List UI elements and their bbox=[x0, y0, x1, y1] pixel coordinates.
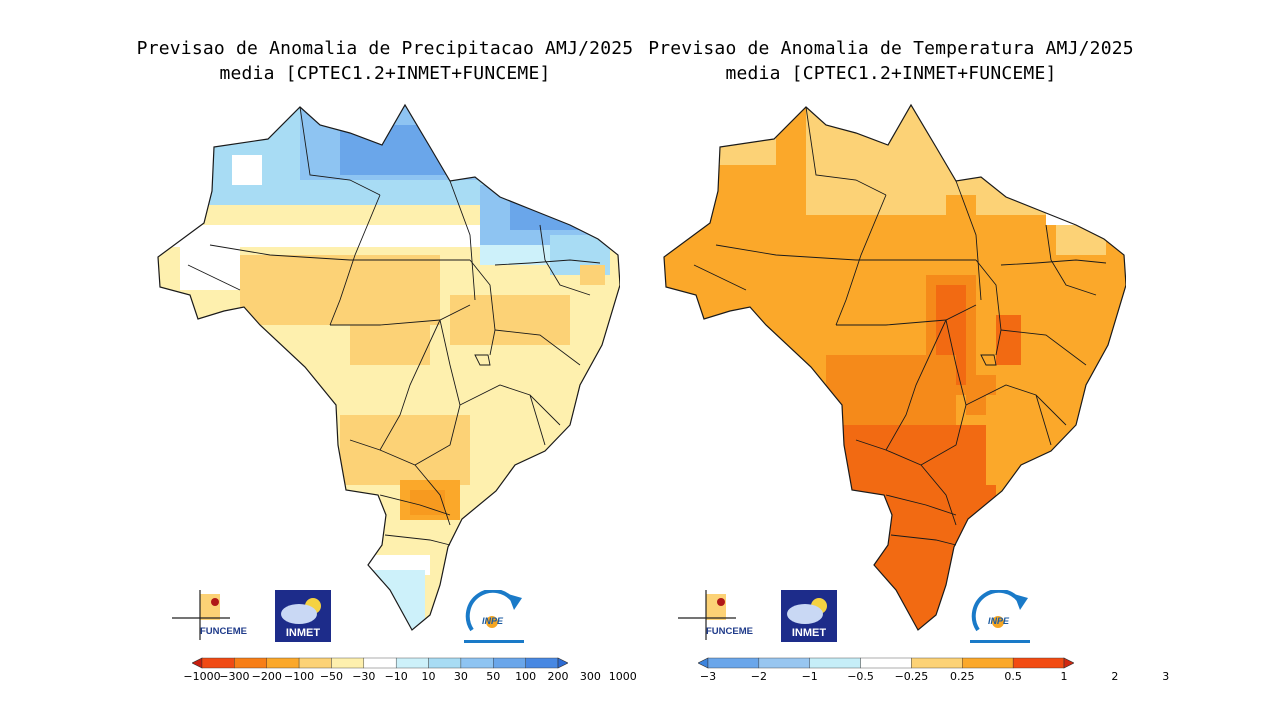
precipitation-colorbar-segment bbox=[331, 657, 365, 669]
southeast-orange bbox=[986, 395, 1086, 485]
temperature-title-line2: media [CPTEC1.2+INMET+FUNCEME] bbox=[725, 63, 1057, 84]
precipitation-legend: −1000 −300 −200 −100 −50 −30 −10 10 30 50 100 200 30… bbox=[183, 656, 637, 696]
inpe-logo-text: INPE bbox=[482, 616, 504, 626]
funceme-logo-text: FUNCEME bbox=[706, 626, 753, 637]
brazil-outline bbox=[663, 103, 1126, 631]
temperature-title: Previsao de Anomalia de Temperatura AMJ/… bbox=[636, 36, 1146, 86]
precipitation-colorbar-segment bbox=[428, 657, 462, 669]
precipitation-legend-tick: −300 bbox=[219, 670, 250, 683]
inpe-logo: INPE bbox=[464, 590, 524, 643]
para-orange-patch bbox=[946, 195, 976, 225]
temperature-legend-tick: −3 bbox=[699, 670, 717, 683]
funceme-logo: FUNCEME bbox=[678, 590, 753, 640]
precipitation-legend-tick: 50 bbox=[486, 670, 501, 683]
temperature-legend-tick: 1 bbox=[1060, 670, 1068, 683]
precipitation-legend-tick: 10 bbox=[421, 670, 436, 683]
inpe-logo-text: INPE bbox=[988, 616, 1010, 626]
pe-yellow bbox=[580, 265, 605, 285]
central-west-yellow bbox=[340, 415, 470, 485]
precipitation-colorbar-segment bbox=[234, 657, 267, 669]
inmet-logo: INMET bbox=[781, 590, 837, 642]
precipitation-colorbar-segment bbox=[460, 657, 494, 669]
temperature-panel: Previsao de Anomalia de Temperatura AMJ/… bbox=[636, 0, 1169, 720]
amazon-south-yellow bbox=[240, 255, 440, 325]
precipitation-colorbar bbox=[192, 657, 568, 669]
precipitation-legend-tick: −10 bbox=[384, 670, 408, 683]
temperature-legend-ticks: −3 −2 −1 −0.5 −0.25 0.25 0.5 1 2 3 bbox=[698, 670, 1169, 686]
temperature-colorbar-segment bbox=[962, 657, 1014, 669]
precipitation-colorbar-segment bbox=[201, 657, 235, 669]
inmet-logo-text: INMET bbox=[286, 627, 321, 639]
mato-grosso-deep bbox=[826, 355, 956, 435]
precipitation-colorbar-segment bbox=[266, 657, 300, 669]
state-boundaries bbox=[187, 106, 601, 546]
precipitation-legend-tick: −30 bbox=[352, 670, 376, 683]
precipitation-legend-tick: 300 bbox=[579, 670, 601, 683]
temperature-colorbar-segment bbox=[1012, 657, 1065, 669]
temperature-colorbar-segment bbox=[707, 657, 760, 669]
precipitation-colorbar-segment bbox=[395, 657, 429, 669]
precipitation-colorbar-segment bbox=[363, 657, 397, 669]
temperature-colorbar-segment bbox=[809, 657, 861, 669]
temperature-legend-tick: 2 bbox=[1111, 670, 1119, 683]
temperature-legend-tick: −0.5 bbox=[847, 670, 874, 683]
temperature-legend-tick: 0.25 bbox=[950, 670, 975, 683]
precipitation-legend-tick: 200 bbox=[547, 670, 569, 683]
precipitation-title-line1: Previsao de Anomalia de Precipitacao AMJ… bbox=[136, 38, 634, 59]
inmet-logo: INMET bbox=[275, 590, 331, 642]
precipitation-legend-tick: 1000 bbox=[608, 670, 637, 683]
roraima-white bbox=[232, 155, 262, 185]
ne-yellow bbox=[1056, 225, 1106, 255]
temperature-title-line1: Previsao de Anomalia de Temperatura AMJ/… bbox=[648, 38, 1134, 59]
temperature-colorbar-segment bbox=[911, 657, 963, 669]
roraima-yellow bbox=[716, 125, 776, 165]
precipitation-legend-tick: 100 bbox=[515, 670, 537, 683]
temperature-legend-tick: 0.5 bbox=[1004, 670, 1022, 683]
precipitation-title-line2: media [CPTEC1.2+INMET+FUNCEME] bbox=[219, 63, 551, 84]
temperature-colorbar-segment bbox=[758, 657, 810, 669]
precipitation-legend-tick: 30 bbox=[453, 670, 468, 683]
temperature-colorbar-segment bbox=[860, 657, 912, 669]
precipitation-title: Previsao de Anomalia de Precipitacao AMJ… bbox=[130, 36, 640, 86]
brazil-outline bbox=[157, 103, 620, 631]
precipitation-legend-tick: −1000 bbox=[183, 670, 221, 683]
precipitation-colorbar-arrow-right bbox=[557, 657, 568, 669]
precipitation-colorbar-segment bbox=[298, 657, 332, 669]
precipitation-colorbar-segment bbox=[525, 657, 559, 669]
precipitation-legend-tick: −100 bbox=[283, 670, 315, 683]
temperature-legend-tick: 3 bbox=[1162, 670, 1170, 683]
temperature-colorbar-arrow-right bbox=[1063, 657, 1074, 669]
funceme-logo-text: FUNCEME bbox=[200, 626, 247, 637]
amapa-para-blue bbox=[340, 125, 490, 175]
inmet-logo-text: INMET bbox=[792, 627, 827, 639]
temperature-legend-tick: −1 bbox=[801, 670, 818, 683]
precipitation-colorbar-segment bbox=[493, 657, 526, 669]
mato-grosso-yellow bbox=[350, 315, 430, 365]
ceara-light-blue bbox=[480, 245, 570, 265]
temperature-legend-tick: −2 bbox=[750, 670, 767, 683]
precipitation-colorbar-arrow-left bbox=[192, 657, 203, 669]
temperature-anomaly-map bbox=[663, 103, 1126, 631]
precipitation-legend-tick: −200 bbox=[251, 670, 282, 683]
temperature-colorbar bbox=[698, 657, 1074, 669]
precipitation-panel: Previsao de Anomalia de Precipitacao AMJ… bbox=[130, 0, 640, 720]
state-boundaries bbox=[693, 106, 1107, 546]
maranhao-deep-blue bbox=[510, 200, 590, 230]
inpe-logo: INPE bbox=[970, 590, 1030, 643]
temperature-legend: −3 −2 −1 −0.5 −0.25 0.25 0.5 1 2 3 bbox=[698, 656, 1169, 696]
funceme-logo: FUNCEME bbox=[172, 590, 247, 640]
temperature-colorbar-arrow-left bbox=[698, 657, 709, 669]
bahia-north-yellow bbox=[450, 295, 570, 345]
precipitation-anomaly-map bbox=[157, 103, 620, 631]
temperature-legend-tick: −0.25 bbox=[894, 670, 929, 683]
precipitation-legend-ticks: −1000 −300 −200 −100 −50 −30 −10 10 30 50 100 200 30… bbox=[183, 670, 636, 686]
precipitation-legend-tick: −50 bbox=[319, 670, 344, 683]
